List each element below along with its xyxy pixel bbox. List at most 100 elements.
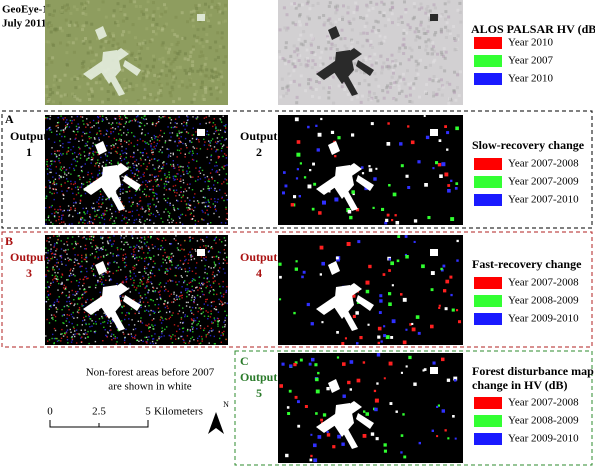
change-pixel <box>122 259 124 261</box>
change-pixel <box>83 211 85 214</box>
change-pixel <box>78 307 81 309</box>
change-pixel <box>83 316 85 319</box>
texture-dot <box>369 98 373 102</box>
change-pixel <box>195 287 197 289</box>
texture-dot <box>81 40 85 43</box>
change-pixel <box>203 277 205 279</box>
change-pixel <box>130 246 132 248</box>
change-pixel <box>451 308 455 312</box>
change-pixel <box>200 190 202 192</box>
change-pixel <box>213 275 216 278</box>
change-pixel <box>221 197 223 199</box>
texture-dot <box>453 37 456 40</box>
change-pixel <box>144 293 146 296</box>
change-pixel <box>113 261 115 263</box>
change-pixel <box>223 249 225 251</box>
legend-swatch <box>474 433 502 445</box>
change-pixel <box>184 260 186 262</box>
change-pixel <box>55 154 57 156</box>
change-pixel <box>313 182 317 186</box>
change-pixel <box>189 239 191 241</box>
change-pixel <box>125 116 127 119</box>
change-pixel <box>173 238 175 240</box>
texture-dot <box>424 11 428 15</box>
change-pixel <box>180 165 182 168</box>
change-pixel <box>159 282 162 284</box>
change-pixel <box>105 154 107 157</box>
legend-swatch <box>474 194 502 206</box>
change-pixel <box>88 157 90 159</box>
change-pixel <box>216 320 219 322</box>
change-pixel <box>139 121 141 124</box>
texture-dot <box>82 24 86 28</box>
change-pixel <box>58 157 60 160</box>
change-pixel <box>154 311 156 313</box>
change-pixel <box>171 301 173 303</box>
change-pixel <box>402 340 407 345</box>
texture-dot <box>311 59 315 63</box>
change-pixel <box>209 121 211 123</box>
texture-dot <box>320 50 324 54</box>
change-pixel <box>98 196 101 199</box>
change-pixel <box>217 256 220 259</box>
texture-dot <box>414 38 418 42</box>
change-pixel <box>310 433 313 436</box>
change-pixel <box>181 213 184 216</box>
change-pixel <box>196 200 199 202</box>
change-pixel <box>132 328 135 331</box>
change-pixel <box>208 178 210 180</box>
texture-dot <box>408 27 412 31</box>
change-pixel <box>219 267 221 269</box>
change-pixel <box>176 298 178 301</box>
change-pixel <box>77 123 79 125</box>
change-pixel <box>208 331 210 334</box>
change-pixel <box>315 124 318 127</box>
change-pixel <box>95 314 97 316</box>
texture-dot <box>385 65 389 69</box>
texture-dot <box>191 60 195 64</box>
change-pixel <box>82 237 84 239</box>
change-pixel <box>174 191 176 194</box>
change-pixel <box>56 133 58 136</box>
change-pixel <box>56 155 58 158</box>
change-pixel <box>360 166 364 169</box>
change-pixel <box>69 141 71 144</box>
change-pixel <box>367 323 370 326</box>
change-pixel <box>142 173 144 176</box>
change-pixel <box>181 327 184 330</box>
change-pixel <box>151 244 154 246</box>
change-pixel <box>141 246 143 248</box>
texture-dot <box>164 6 168 10</box>
change-pixel <box>220 150 223 152</box>
change-pixel <box>143 277 145 279</box>
change-pixel <box>122 192 124 194</box>
texture-dot <box>177 97 181 101</box>
change-pixel <box>47 340 49 342</box>
change-pixel <box>68 296 70 298</box>
change-pixel <box>72 130 75 132</box>
group-letter: C <box>240 354 249 368</box>
change-pixel <box>48 260 50 262</box>
change-pixel <box>91 207 94 210</box>
change-pixel <box>153 312 155 314</box>
texture-dot <box>163 10 167 14</box>
change-pixel <box>94 331 96 334</box>
change-pixel <box>152 153 154 156</box>
texture-dot <box>427 38 431 42</box>
texture-dot <box>411 17 415 21</box>
texture-dot <box>201 54 205 58</box>
texture-dot <box>326 35 329 39</box>
change-pixel <box>456 239 459 243</box>
texture-dot <box>428 77 432 81</box>
change-pixel <box>149 219 152 221</box>
change-pixel <box>152 122 154 124</box>
change-pixel <box>169 267 171 269</box>
change-pixel <box>98 172 101 175</box>
change-pixel <box>67 209 69 212</box>
change-pixel <box>174 178 176 181</box>
change-pixel <box>206 236 208 238</box>
change-pixel <box>179 140 181 143</box>
texture-dot <box>216 55 220 59</box>
change-pixel <box>152 197 154 200</box>
change-pixel <box>53 212 56 214</box>
